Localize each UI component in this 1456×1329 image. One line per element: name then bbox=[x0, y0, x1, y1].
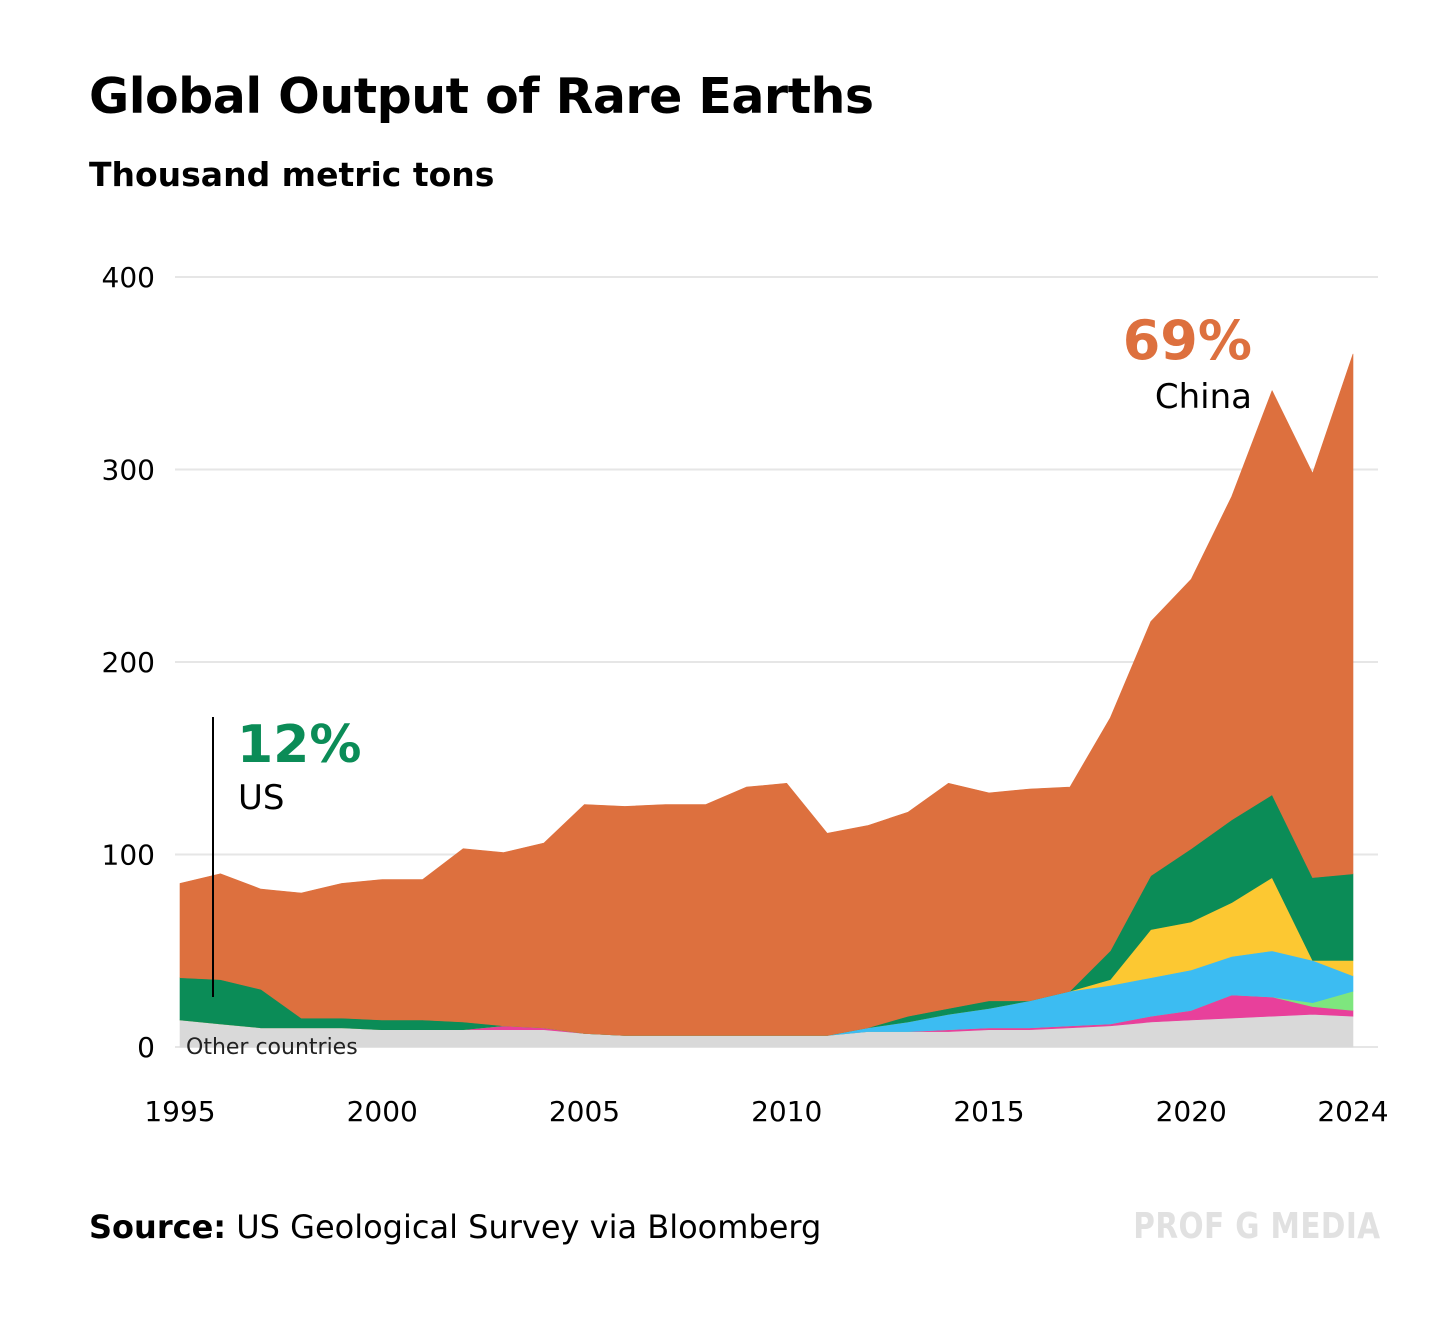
x-tick-label: 2015 bbox=[953, 1095, 1024, 1128]
y-tick-label: 300 bbox=[102, 454, 155, 487]
other-countries-label: Other countries bbox=[186, 1035, 358, 1060]
x-tick-label: 2024 bbox=[1317, 1095, 1388, 1128]
china-label: China bbox=[1155, 377, 1252, 417]
annotations: 12%US 69% China Other countries bbox=[186, 309, 1252, 1060]
y-axis-ticks: 0 100 200 300 400 bbox=[102, 261, 155, 1064]
source-label: Source: bbox=[89, 1208, 227, 1246]
chart-title: Global Output of Rare Earths bbox=[89, 68, 874, 125]
chart-subtitle: Thousand metric tons bbox=[89, 155, 495, 194]
y-tick-label: 400 bbox=[102, 261, 155, 294]
x-tick-label: 1995 bbox=[144, 1095, 215, 1128]
us-share-label: 12% bbox=[237, 715, 361, 775]
x-tick-label: 2020 bbox=[1156, 1095, 1227, 1128]
y-tick-label: 0 bbox=[137, 1031, 155, 1064]
y-tick-label: 200 bbox=[102, 646, 155, 679]
china-share-label: 69% bbox=[1123, 309, 1252, 372]
x-axis-ticks: 1995 2000 2005 2010 2015 2020 2024 bbox=[144, 1095, 1388, 1128]
source-note: Source: US Geological Survey via Bloombe… bbox=[89, 1208, 821, 1246]
area-series bbox=[179, 353, 1354, 1048]
watermark-logo: PROF G MEDIA bbox=[1132, 1206, 1380, 1247]
x-tick-label: 2000 bbox=[347, 1095, 418, 1128]
y-tick-label: 100 bbox=[102, 839, 155, 872]
x-tick-label: 2010 bbox=[751, 1095, 822, 1128]
us-label: US bbox=[238, 778, 284, 818]
source-text: US Geological Survey via Bloomberg bbox=[236, 1208, 822, 1246]
area-china bbox=[179, 353, 1354, 1036]
x-tick-label: 2005 bbox=[549, 1095, 620, 1128]
